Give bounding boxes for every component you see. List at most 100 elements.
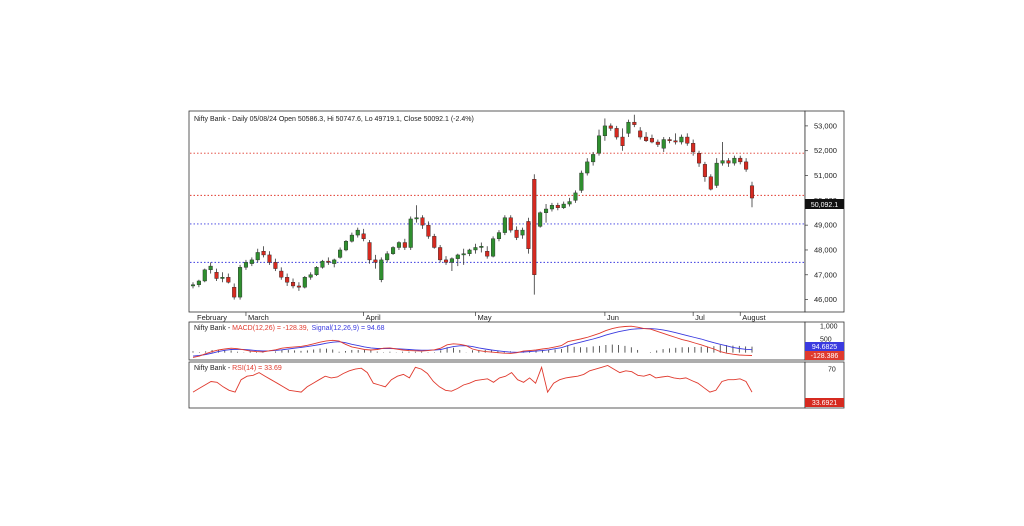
candle xyxy=(720,142,725,166)
candle-body-down xyxy=(708,176,713,190)
candle xyxy=(261,246,266,258)
candle xyxy=(273,258,278,272)
candle-body-down xyxy=(526,221,531,249)
candle-body-up xyxy=(343,241,349,251)
candle xyxy=(496,230,502,242)
candle xyxy=(508,215,513,233)
candle-body-down xyxy=(438,247,443,261)
macd-y-axis: 1,000 500 xyxy=(820,323,838,343)
candle xyxy=(308,272,313,280)
candle xyxy=(655,139,660,147)
candle-body-up xyxy=(591,154,596,163)
candle-body-down xyxy=(420,217,425,226)
candle xyxy=(538,211,543,228)
candle xyxy=(449,257,454,272)
candlestick-series xyxy=(190,114,755,300)
candle xyxy=(732,155,737,166)
last-price-badge-group: 50,092.1 xyxy=(805,199,844,209)
candle-body-up xyxy=(461,253,466,256)
candle xyxy=(585,158,590,176)
candle-body-down xyxy=(273,262,278,269)
signal-badge xyxy=(805,342,844,351)
candle-body-up xyxy=(202,269,207,282)
candle-body-up xyxy=(679,136,684,143)
price-y-tick-label: 53,000 xyxy=(814,121,837,130)
candle-body-down xyxy=(232,286,237,298)
x-tick-label: August xyxy=(742,313,766,322)
candle-body-up xyxy=(220,277,225,279)
candle xyxy=(685,133,690,146)
candle xyxy=(332,258,337,268)
candle xyxy=(367,240,372,264)
candle xyxy=(402,238,407,250)
rsi-legend-value: RSI(14) = 33.69 xyxy=(232,365,282,372)
price-y-tick-label: 48,000 xyxy=(814,245,837,254)
candle-body-up xyxy=(190,284,196,287)
candle xyxy=(520,227,525,239)
candle-body-down xyxy=(443,259,449,263)
candle xyxy=(549,202,554,212)
candle xyxy=(626,119,631,138)
candle-body-up xyxy=(561,203,566,208)
candle-body-down xyxy=(702,164,707,177)
last-price-badge-text: 50,092.1 xyxy=(811,202,838,209)
candle-body-down xyxy=(279,270,284,278)
candle-body-up xyxy=(520,229,525,236)
price-y-tick-label: 49,000 xyxy=(814,221,837,230)
rsi-line xyxy=(192,365,753,394)
candle-body-down xyxy=(514,229,519,238)
rsi-badge-group: 33.6921 xyxy=(805,398,844,407)
signal-line xyxy=(192,328,753,357)
candle-body-down xyxy=(644,136,649,141)
candle-body-down xyxy=(226,277,231,283)
candle-body-down xyxy=(367,242,372,261)
candle-body-up xyxy=(720,160,725,164)
macd-legend-value: MACD(12,26) = -128.39, xyxy=(232,325,309,332)
candle xyxy=(567,197,572,207)
candle-body-up xyxy=(732,157,737,164)
candle xyxy=(544,204,549,223)
candle-body-up xyxy=(255,252,260,261)
candle-body-up xyxy=(308,274,313,278)
candle xyxy=(702,161,707,182)
candle xyxy=(514,226,519,241)
candle-body-down xyxy=(291,282,296,287)
candle xyxy=(602,118,607,141)
candle xyxy=(614,125,619,140)
candle-body-down xyxy=(296,285,301,288)
candle xyxy=(438,245,443,263)
candle-body-down xyxy=(485,251,490,257)
candle-body-down xyxy=(614,128,619,138)
macd-y-tick-label: 1,000 xyxy=(820,323,838,330)
candle xyxy=(726,158,731,167)
candle-body-up xyxy=(538,212,543,227)
candle xyxy=(302,276,307,289)
candle xyxy=(673,133,678,145)
candle xyxy=(226,273,231,284)
candle-body-down xyxy=(361,233,366,239)
candle-body-down xyxy=(749,185,755,199)
x-tick-label: May xyxy=(477,313,491,322)
macd-badge-group: -128.386 xyxy=(805,351,844,360)
candle-body-up xyxy=(243,262,248,268)
candle xyxy=(238,264,243,300)
candle xyxy=(502,215,507,236)
macd-legend: Nifty Bank - MACD(12,26) = -128.39, Signa… xyxy=(194,325,385,332)
candle-body-down xyxy=(685,136,690,144)
candle-body-down xyxy=(738,157,743,163)
candle xyxy=(573,190,578,203)
candle-body-up xyxy=(714,162,719,186)
candle-body-up xyxy=(349,234,354,242)
candle xyxy=(291,278,296,289)
candle xyxy=(326,257,331,265)
candle xyxy=(608,123,613,131)
candle-body-up xyxy=(414,217,419,220)
candle xyxy=(473,243,478,254)
time-x-axis: February March April May Jun Jul August xyxy=(197,312,766,322)
candle-body-up xyxy=(473,247,478,251)
candle-body-up xyxy=(391,247,396,254)
x-tick-label: April xyxy=(366,313,381,322)
candle-body-up xyxy=(573,192,578,201)
candle-body-down xyxy=(508,217,513,231)
